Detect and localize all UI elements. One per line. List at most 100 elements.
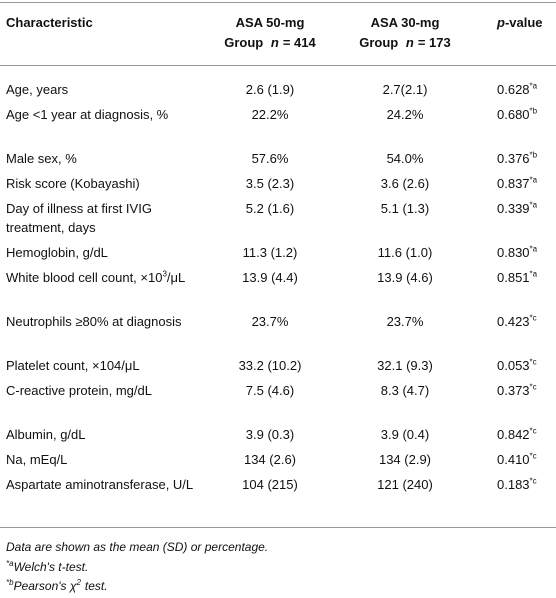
- p-value-cell: 0.837*a: [480, 171, 556, 196]
- label-text: Albumin, g/dL: [6, 427, 86, 442]
- table-row: Age <1 year at diagnosis, % 22.2% 24.2% 0.6…: [0, 102, 556, 146]
- header-text: n: [405, 35, 414, 50]
- data-table: Characteristic ASA 50-mg Group n = 414 ASA…: [0, 2, 556, 528]
- table-row: Day of illness at first IVIG treatment, …: [0, 196, 556, 240]
- p-value: 0.376: [497, 151, 530, 166]
- footnote-marker: *a: [6, 558, 14, 568]
- p-value: 0.842: [497, 427, 530, 442]
- p-value-note: *a: [529, 244, 538, 254]
- p-value-note: *c: [529, 426, 537, 436]
- header-text: = 173: [417, 35, 451, 50]
- asa30-cell: 121 (240): [377, 477, 433, 492]
- label-text: Hemoglobin, g/dL: [6, 245, 108, 260]
- header-text: p: [497, 15, 505, 30]
- p-value-cell: 0.423*c: [480, 309, 556, 353]
- p-value-cell: 0.053*c: [480, 353, 556, 378]
- p-value-note: *c: [529, 476, 537, 486]
- label-text: Age, years: [6, 82, 69, 97]
- p-value-note: *c: [529, 451, 537, 461]
- p-value: 0.851: [497, 270, 530, 285]
- footnote-text: test.: [84, 579, 108, 593]
- label-cell: Age, years: [0, 66, 210, 103]
- table-row: Risk score (Kobayashi) 3.5 (2.3) 3.6 (2.6)…: [0, 171, 556, 196]
- p-value-note: *a: [529, 175, 538, 185]
- p-value-cell: 0.183*c: [480, 472, 556, 528]
- label-cell: Age <1 year at diagnosis, %: [0, 102, 210, 146]
- label-cell: Platelet count, ×104/μL: [0, 353, 210, 378]
- p-value-note: *b: [529, 150, 538, 160]
- table-row: Male sex, % 57.6% 54.0% 0.376*b: [0, 146, 556, 171]
- header-cell: ASA 50-mg Group n = 414: [210, 3, 330, 66]
- asa30-cell: 134 (2.9): [378, 452, 432, 467]
- table-row: Albumin, g/dL 3.9 (0.3) 3.9 (0.4) 0.842*c: [0, 422, 556, 447]
- asa50-cell: 3.5 (2.3): [245, 176, 295, 191]
- label-cell: Neutrophils ≥80% at diagnosis: [0, 309, 210, 353]
- p-value: 0.373: [497, 383, 530, 398]
- label-superscript: 3: [162, 269, 167, 279]
- label-text: Neutrophils ≥80% at diagnosis: [6, 314, 182, 329]
- label-text: Platelet count, ×104/μL: [6, 358, 140, 373]
- p-value-note: *c: [529, 313, 537, 323]
- label-cell: Albumin, g/dL: [0, 422, 210, 447]
- header-text: ASA 50-mg: [235, 15, 305, 30]
- table-row: Age, years 2.6 (1.9) 2.7(2.1) 0.628*a: [0, 66, 556, 103]
- asa50-cell: 3.9 (0.3): [245, 427, 295, 442]
- header-text: ASA 30-mg: [370, 15, 440, 30]
- label-text: Risk score (Kobayashi): [6, 176, 140, 191]
- header-row: Characteristic ASA 50-mg Group n = 414 ASA…: [0, 2, 556, 66]
- p-value-note: *c: [529, 382, 537, 392]
- footnote-superscript: 2: [76, 578, 81, 587]
- p-value-cell: 0.373*c: [480, 378, 556, 422]
- label-cell: C-reactive protein, mg/dL: [0, 378, 210, 422]
- p-value: 0.423: [497, 314, 530, 329]
- p-value-cell: 0.830*a: [480, 240, 556, 265]
- label-text: White blood cell count, ×10: [6, 270, 163, 285]
- header-cell: ASA 30-mg Group n = 173: [330, 3, 480, 66]
- asa50-cell: 23.7%: [251, 314, 289, 329]
- header-text: Group: [359, 35, 399, 50]
- asa30-cell: 23.7%: [386, 314, 424, 329]
- p-value-cell: 0.410*c: [480, 447, 556, 472]
- p-value: 0.830: [497, 245, 530, 260]
- asa30-cell: 24.2%: [386, 107, 424, 122]
- footnote-text: Data are shown as the mean (SD) or perce…: [6, 540, 269, 554]
- footnote-marker: *b: [6, 578, 14, 587]
- label-text: Day of illness at first IVIG treatment, …: [6, 201, 152, 235]
- asa50-cell: 22.2%: [251, 107, 289, 122]
- p-value: 0.183: [497, 477, 530, 492]
- p-value-cell: 0.628*a: [480, 66, 556, 103]
- header-text: Group: [224, 35, 264, 50]
- p-value: 0.053: [497, 358, 530, 373]
- asa50-cell: 7.5 (4.6): [245, 383, 295, 398]
- header-cell: p-value: [480, 3, 556, 66]
- asa30-cell: 3.9 (0.4): [380, 427, 430, 442]
- p-value: 0.837: [497, 176, 530, 191]
- asa30-cell: 5.1 (1.3): [380, 201, 430, 216]
- p-value: 0.628: [497, 82, 530, 97]
- table-row: Aspartate aminotransferase, U/L 104 (215)…: [0, 472, 556, 528]
- footnote-text: Pearson's χ: [13, 579, 77, 593]
- asa30-cell: 2.7(2.1): [382, 82, 428, 97]
- p-value-note: *a: [529, 200, 538, 210]
- footnote: *aWelch's t-test.: [6, 558, 550, 578]
- p-value-note: *b: [529, 106, 538, 116]
- asa50-cell: 13.9 (4.4): [242, 270, 298, 285]
- p-value-cell: 0.376*b: [480, 146, 556, 171]
- label-cell: Day of illness at first IVIG treatment, …: [0, 196, 210, 240]
- table-row: Neutrophils ≥80% at diagnosis 23.7% 23.7% 0…: [0, 309, 556, 353]
- p-value-cell: 0.842*c: [480, 422, 556, 447]
- label-text: Na, mEq/L: [6, 452, 68, 467]
- p-value-cell: 0.680*b: [480, 102, 556, 146]
- asa30-cell: 13.9 (4.6): [377, 270, 433, 285]
- header-cell: Characteristic: [6, 15, 93, 30]
- footnote: *bPearson's χ2 test.: [6, 577, 550, 597]
- header-text: n: [270, 35, 279, 50]
- table-row: White blood cell count, ×103/μL 13.9 (4.4…: [0, 265, 556, 309]
- p-value-note: *a: [529, 269, 538, 279]
- label-text: Aspartate aminotransferase, U/L: [6, 477, 194, 492]
- label-cell: Hemoglobin, g/dL: [0, 240, 210, 265]
- label-cell: Male sex, %: [0, 146, 210, 171]
- asa50-cell: 104 (215): [242, 477, 298, 492]
- asa30-cell: 8.3 (4.7): [380, 383, 430, 398]
